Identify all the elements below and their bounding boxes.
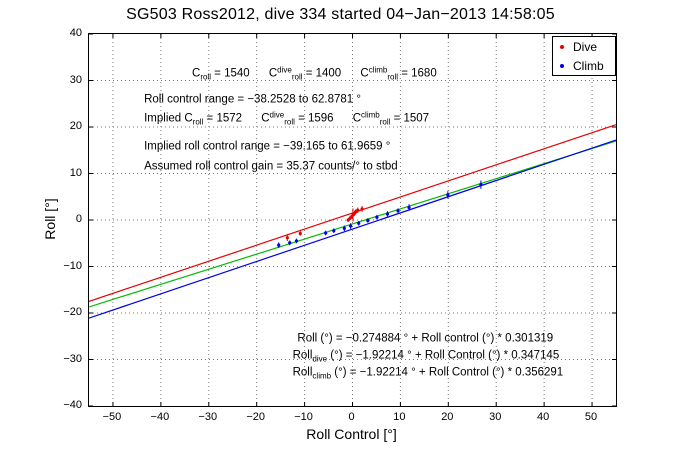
y-tick-label: −40 bbox=[63, 399, 82, 411]
data-point-climb bbox=[479, 183, 483, 187]
y-tick-label: 10 bbox=[69, 166, 82, 179]
data-point-dive bbox=[298, 231, 302, 236]
data-point-climb bbox=[324, 231, 328, 235]
x-tick-label: −10 bbox=[294, 411, 313, 423]
data-point-climb bbox=[332, 229, 336, 233]
plot-annotation: Rolldive (°) = −1.92214 ° + Roll Control… bbox=[292, 349, 560, 364]
y-tick-label: −30 bbox=[63, 352, 82, 365]
chart-title: SG503 Ross2012, dive 334 started 04−Jan−… bbox=[126, 6, 555, 23]
x-tick-label: 40 bbox=[537, 411, 550, 423]
y-tick-label: 40 bbox=[69, 27, 82, 39]
data-point-dive bbox=[356, 208, 360, 212]
plot-annotation: Assumed roll control gain = 35.37 counts… bbox=[144, 160, 398, 173]
data-point-climb bbox=[294, 239, 299, 243]
y-tick-label: 30 bbox=[69, 73, 82, 86]
legend-label: Climb bbox=[573, 58, 604, 73]
plot-annotation: Croll = 1540 Cdiveroll = 1400 Cclimbroll… bbox=[192, 66, 437, 82]
data-point-dive bbox=[360, 207, 364, 211]
legend-label: Dive bbox=[573, 39, 598, 54]
y-tick-label: 20 bbox=[69, 120, 82, 132]
plot-area: Croll = 1540 Cdiveroll = 1400 Cclimbroll… bbox=[88, 33, 617, 407]
x-tick-label: 10 bbox=[393, 411, 406, 423]
data-point-dive bbox=[285, 236, 289, 240]
x-tick-label: 30 bbox=[489, 411, 502, 423]
x-tick-label: −20 bbox=[246, 411, 266, 423]
legend: Dive Climb bbox=[552, 36, 616, 76]
x-axis-label: Roll Control [°] bbox=[306, 426, 397, 442]
data-point-climb bbox=[446, 193, 450, 197]
x-tick-label: −50 bbox=[102, 411, 122, 423]
fit-line bbox=[89, 139, 616, 319]
legend-item-dive: Dive bbox=[553, 37, 615, 56]
plot-annotation: Roll (°) = −0.274884 ° + Roll control (°… bbox=[297, 332, 554, 345]
fit-line bbox=[89, 140, 616, 308]
plot-annotation: Rollclimb (°) = −1.92214 ° + Roll Contro… bbox=[292, 366, 564, 381]
plot-annotation: Implied Croll = 1572 Cdiveroll = 1596 Cc… bbox=[144, 110, 430, 127]
x-tick-label: −40 bbox=[150, 411, 170, 423]
data-point-climb bbox=[375, 215, 379, 219]
data-point-climb bbox=[366, 218, 370, 223]
x-tick-label: 20 bbox=[441, 411, 454, 423]
data-point-climb bbox=[342, 226, 346, 230]
plot-annotation: Roll control range = −38.2528 to 62.8781… bbox=[144, 93, 361, 106]
data-point-climb bbox=[277, 243, 281, 247]
x-tick-label: 50 bbox=[584, 411, 598, 423]
y-tick-label: 0 bbox=[75, 213, 82, 225]
y-tick-label: −10 bbox=[63, 259, 82, 272]
data-point-climb bbox=[348, 224, 353, 228]
legend-marker-icon bbox=[560, 44, 564, 49]
x-tick-label: 0 bbox=[348, 411, 355, 423]
data-point-climb bbox=[385, 212, 390, 216]
y-tick-label: −20 bbox=[63, 306, 82, 318]
plot-annotation: Implied roll control range = −39.165 to … bbox=[144, 139, 391, 152]
data-point-climb bbox=[288, 241, 292, 245]
chart-canvas bbox=[89, 34, 616, 406]
data-point-climb bbox=[396, 209, 400, 213]
legend-marker-icon bbox=[560, 63, 564, 68]
data-point-climb bbox=[357, 221, 361, 225]
legend-item-climb: Climb bbox=[553, 56, 615, 75]
data-point-climb bbox=[407, 205, 411, 210]
x-tick-label: −30 bbox=[198, 411, 218, 423]
